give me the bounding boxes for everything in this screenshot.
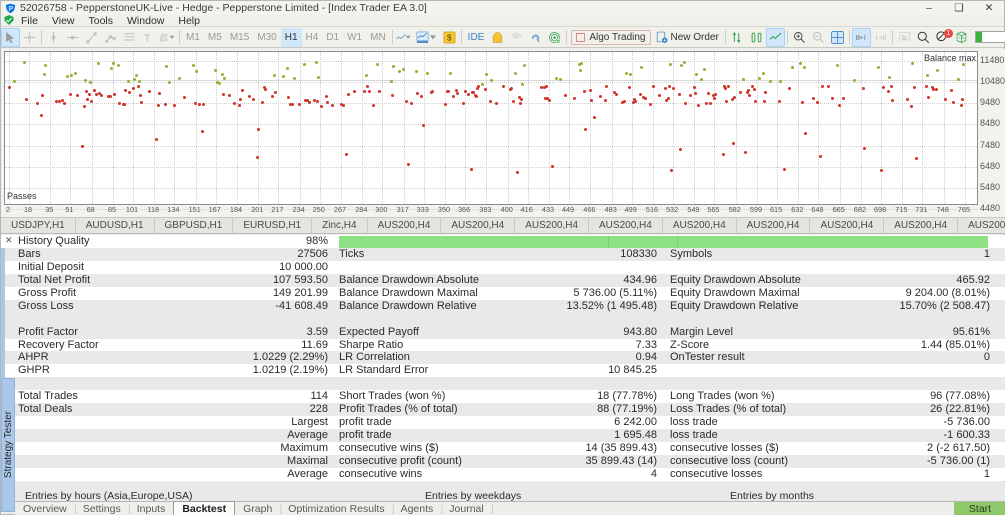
svg-text:LVL: LVL xyxy=(959,35,965,39)
svg-text:$: $ xyxy=(447,33,452,42)
svg-text:T: T xyxy=(144,33,150,44)
